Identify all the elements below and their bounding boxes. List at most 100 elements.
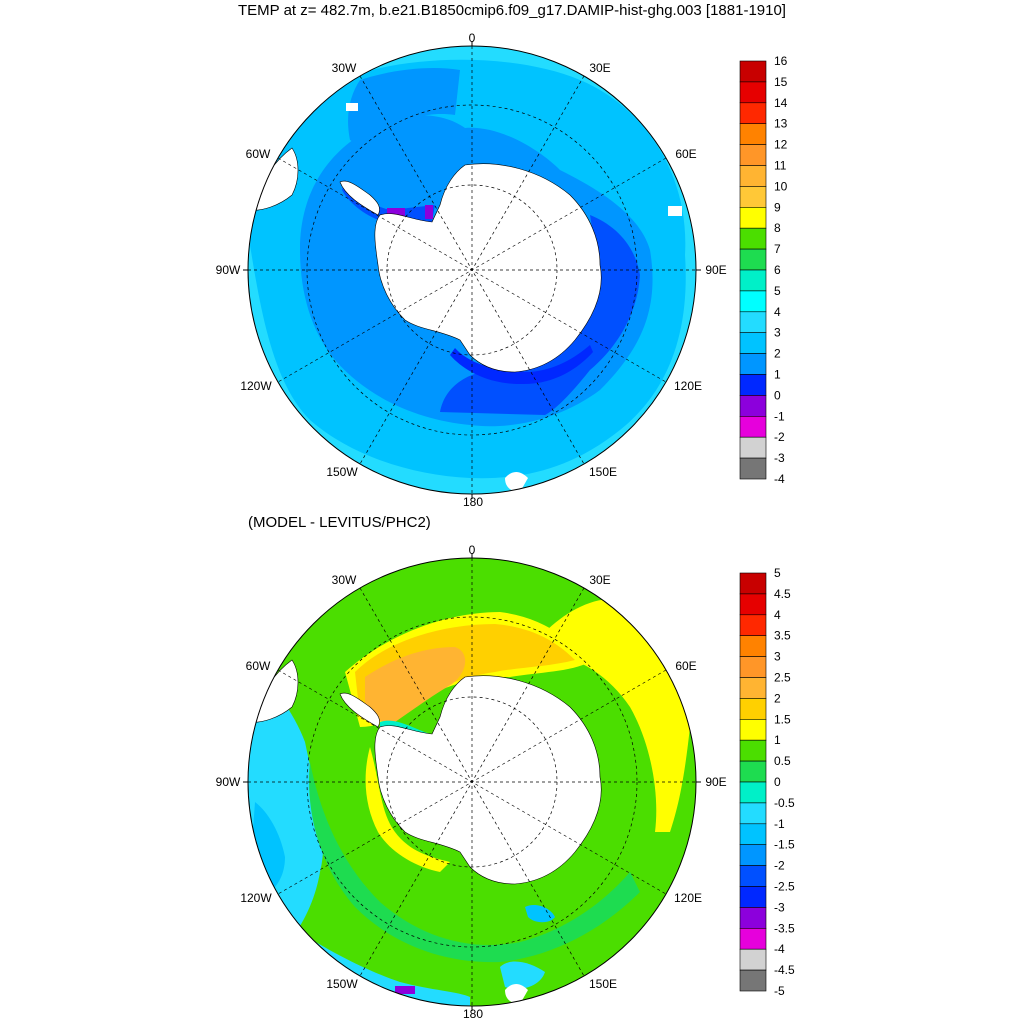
- bot-colorbar-label-6: 2: [774, 691, 781, 705]
- top-field-deep-w: [342, 180, 435, 225]
- bot-colorbar-box-8: [739, 739, 767, 762]
- bot-label-90e: 90E: [705, 775, 726, 789]
- bot-colorbar-box-12: [739, 823, 767, 845]
- top-colorbar-label-13: 3: [774, 326, 781, 340]
- bot-land-nz: [505, 984, 528, 1004]
- top-field-violet-2: [425, 205, 433, 219]
- top-colorbar-label-2: 14: [774, 96, 788, 110]
- bottom-map-panel: 0 30E 60E 90E 120E 150E 180 150W 120W 90…: [0, 512, 1024, 1024]
- bot-colorbar-box-0: [739, 572, 767, 595]
- top-antarctica: [374, 163, 602, 373]
- bot-colorbar-box-11: [739, 802, 767, 825]
- top-colorbar-box-13: [739, 332, 767, 354]
- top-colorbar-label-11: 5: [774, 284, 781, 298]
- bot-colorbar-box-14: [739, 865, 767, 887]
- bot-colorbar-label-10: 0: [774, 775, 781, 789]
- bot-colorbar-box-2: [739, 614, 767, 637]
- top-colorbar-box-3: [739, 123, 767, 145]
- bot-colorbar-box-9: [739, 760, 767, 783]
- bot-colorbar-box-3: [739, 635, 767, 657]
- bot-colorbar-box-5: [739, 677, 767, 699]
- bot-colorbar-box-15: [739, 886, 767, 908]
- top-label-60w: 60W: [246, 147, 271, 161]
- bot-label-90w: 90W: [216, 775, 241, 789]
- top-colorbar-label-1: 15: [774, 75, 788, 89]
- top-colorbar-label-12: 4: [774, 305, 781, 319]
- top-colorbar-label-19: -3: [774, 451, 785, 465]
- top-land-island2: [346, 103, 358, 111]
- top-colorbar-label-4: 12: [774, 138, 788, 152]
- bot-colorbar-label-18: -4: [774, 942, 785, 956]
- bot-label-60e: 60E: [675, 659, 696, 673]
- bot-colorbar-label-15: -2.5: [774, 880, 795, 894]
- top-label-120e: 120E: [674, 379, 702, 393]
- bot-label-120w: 120W: [240, 891, 272, 905]
- bot-colorbar-label-12: -1: [774, 817, 785, 831]
- bot-label-120e: 120E: [674, 891, 702, 905]
- bot-field-violet-south: [395, 986, 415, 994]
- top-colorbar-label-3: 13: [774, 117, 788, 131]
- bot-colorbar-label-14: -2: [774, 859, 785, 873]
- bot-colorbar-label-13: -1.5: [774, 838, 795, 852]
- top-label-60e: 60E: [675, 147, 696, 161]
- top-field-cold: [450, 345, 593, 385]
- bot-field-cool-se2: [525, 905, 555, 923]
- bot-colorbar-box-16: [739, 907, 767, 929]
- bot-colorbar-label-16: -3: [774, 900, 785, 914]
- bot-map-ticks: [243, 553, 701, 1011]
- top-colorbar-label-6: 10: [774, 179, 788, 193]
- bot-colorbar-box-13: [739, 844, 767, 866]
- bot-label-150e: 150E: [589, 977, 617, 991]
- bot-colorbar-box-7: [739, 719, 767, 741]
- top-colorbar-label-10: 6: [774, 263, 781, 277]
- bot-peninsula: [339, 692, 380, 728]
- top-colorbar-box-5: [739, 165, 767, 187]
- top-colorbar-label-14: 2: [774, 347, 781, 361]
- top-label-90w: 90W: [216, 263, 241, 277]
- top-colorbar-label-9: 7: [774, 242, 781, 256]
- top-colorbar-box-15: [739, 374, 767, 396]
- bot-colorbar-label-5: 2.5: [774, 671, 791, 685]
- bot-field-warmer: [365, 647, 466, 723]
- bot-colorbar-box-10: [739, 781, 767, 804]
- top-colorbar-box-7: [739, 207, 767, 229]
- bottom-colorbar: 5 4.5 4 3.5 3 2.5 2 1.5 1 0.5 0 -0.5 -1 -1.5 -2 -2.5 -3 -…: [739, 566, 795, 998]
- top-colorbar-box-4: [739, 144, 767, 166]
- bot-colorbar-label-9: 0.5: [774, 754, 791, 768]
- top-map-panel: 0 30E 60E 90E 120E 150E 180 150W 120W 90…: [216, 31, 788, 509]
- top-colorbar-label-16: 0: [774, 388, 781, 402]
- top-label-90e: 90E: [705, 263, 726, 277]
- bot-label-30w: 30W: [332, 573, 357, 587]
- top-colorbar-label-18: -2: [774, 430, 785, 444]
- bot-colorbar-box-17: [739, 927, 767, 950]
- top-field-inner-ne: [348, 68, 460, 150]
- bot-label-0: 0: [469, 543, 476, 557]
- bot-graticule: [248, 558, 696, 1006]
- bot-label-30e: 30E: [589, 573, 610, 587]
- bot-colorbar-box-19: [739, 969, 767, 992]
- bot-colorbar-label-1: 4.5: [774, 587, 791, 601]
- top-peninsula: [339, 180, 380, 216]
- top-colorbar-box-10: [739, 269, 767, 292]
- bot-colorbar-box-18: [739, 948, 767, 971]
- top-colorbar-box-14: [739, 353, 767, 375]
- top-label-30e: 30E: [589, 61, 610, 75]
- bot-colorbar-label-0: 5: [774, 566, 781, 580]
- top-colorbar-box-17: [739, 415, 767, 438]
- top-polar-map: 0 30E 60E 90E 120E 150E 180 150W 120W 90…: [216, 31, 788, 509]
- top-colorbar-label-5: 11: [774, 159, 787, 173]
- bot-colorbar-label-3: 3.5: [774, 629, 791, 643]
- top-colorbar-box-8: [739, 227, 767, 250]
- bottom-polar-map: 0 30E 60E 90E 120E 150E 180 150W 120W 90…: [216, 543, 795, 1021]
- bot-label-180: 180: [463, 1007, 483, 1021]
- top-label-30w: 30W: [332, 61, 357, 75]
- top-colorbar-box-12: [739, 311, 767, 333]
- bot-colorbar-label-7: 1.5: [774, 712, 791, 726]
- bot-colorbar-box-1: [739, 593, 767, 616]
- top-field-deep: [440, 215, 640, 415]
- top-label-150w: 150W: [326, 465, 358, 479]
- top-graticule: [248, 46, 696, 494]
- bot-colorbar-label-17: -3.5: [774, 921, 795, 935]
- top-colorbar-label-15: 1: [774, 368, 781, 382]
